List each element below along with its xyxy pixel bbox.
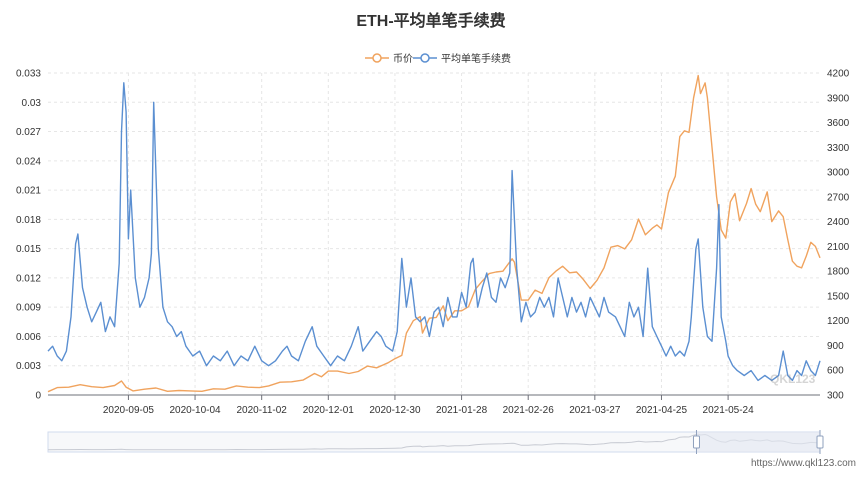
y-left-tick-label: 0.015 <box>16 244 41 255</box>
y-right-tick-label: 3600 <box>827 118 850 129</box>
y-left-tick-label: 0.027 <box>16 127 41 138</box>
y-right-tick-label: 1800 <box>827 267 850 278</box>
x-tick-label: 2020-12-30 <box>369 405 421 416</box>
y-left-tick-label: 0 <box>35 391 41 402</box>
y-left-tick-label: 0.024 <box>16 156 41 167</box>
y-right-tick-label: 1500 <box>827 291 850 302</box>
legend-label-fee: 平均单笔手续费 <box>441 52 511 65</box>
y-right-tick-label: 2400 <box>827 217 850 228</box>
watermark-url: https://www.qkl123.com <box>751 458 856 469</box>
data-zoom-handle-right[interactable] <box>816 430 824 454</box>
data-zoom-selected-window[interactable] <box>696 432 820 452</box>
x-tick-label: 2021-01-28 <box>436 405 488 416</box>
series-line-fee <box>47 82 821 382</box>
y-left-tick-label: 0.033 <box>16 69 41 80</box>
legend: 币价 平均单笔手续费 <box>365 52 511 65</box>
y-right-tick-label: 3300 <box>827 143 850 154</box>
legend-label-price: 币价 <box>393 53 413 65</box>
series-line-price <box>47 74 821 393</box>
y-axis-left: 0 0.003 0.006 0.009 0.012 0.015 0.018 0.021 0.02… <box>16 69 41 402</box>
y-axis-right: 300 600 900 1200 1500 1800 2100 2400 2700 3000 330… <box>827 69 850 402</box>
y-right-tick-label: 4200 <box>827 69 850 80</box>
legend-item-price[interactable]: 币价 <box>365 53 413 65</box>
y-right-tick-label: 3000 <box>827 168 850 179</box>
x-tick-label: 2021-05-24 <box>703 405 755 416</box>
x-tick-label: 2020-10-04 <box>169 405 221 416</box>
x-tick-label: 2020-11-02 <box>236 405 287 416</box>
watermark-logo: QKL123 <box>770 372 816 386</box>
chart-title: ETH-平均单笔手续费 <box>356 11 505 30</box>
x-axis: 2020-09-05 2020-10-04 2020-11-02 2020-12-01… <box>48 394 820 416</box>
x-tick-label: 2021-02-26 <box>503 405 555 416</box>
y-right-tick-label: 300 <box>827 391 844 402</box>
y-right-tick-label: 3900 <box>827 93 850 104</box>
legend-item-fee[interactable]: 平均单笔手续费 <box>413 52 511 65</box>
series-layer <box>47 74 821 393</box>
y-left-tick-label: 0.012 <box>16 273 41 284</box>
y-left-tick-label: 0.003 <box>16 361 41 372</box>
data-zoom[interactable] <box>47 430 824 454</box>
y-left-tick-label: 0.018 <box>16 215 41 226</box>
y-right-tick-label: 1200 <box>827 316 850 327</box>
x-tick-label: 2020-09-05 <box>103 405 155 416</box>
y-left-tick-label: 0.006 <box>16 332 41 343</box>
y-right-tick-label: 900 <box>827 341 844 352</box>
data-zoom-handle-grip <box>692 435 700 449</box>
y-left-tick-label: 0.009 <box>16 303 41 314</box>
x-tick-label: 2021-03-27 <box>569 405 621 416</box>
x-tick-label: 2020-12-01 <box>303 405 355 416</box>
watermark-logo-text: QKL123 <box>770 372 816 386</box>
y-right-tick-label: 2700 <box>827 192 850 203</box>
x-tick-label: 2021-04-25 <box>636 405 688 416</box>
y-left-tick-label: 0.021 <box>16 186 41 197</box>
y-right-tick-label: 2100 <box>827 242 850 253</box>
y-left-tick-label: 0.03 <box>22 98 42 109</box>
data-zoom-handle-grip <box>816 435 824 449</box>
y-right-tick-label: 600 <box>827 366 844 377</box>
data-zoom-handle-left[interactable] <box>692 430 700 454</box>
